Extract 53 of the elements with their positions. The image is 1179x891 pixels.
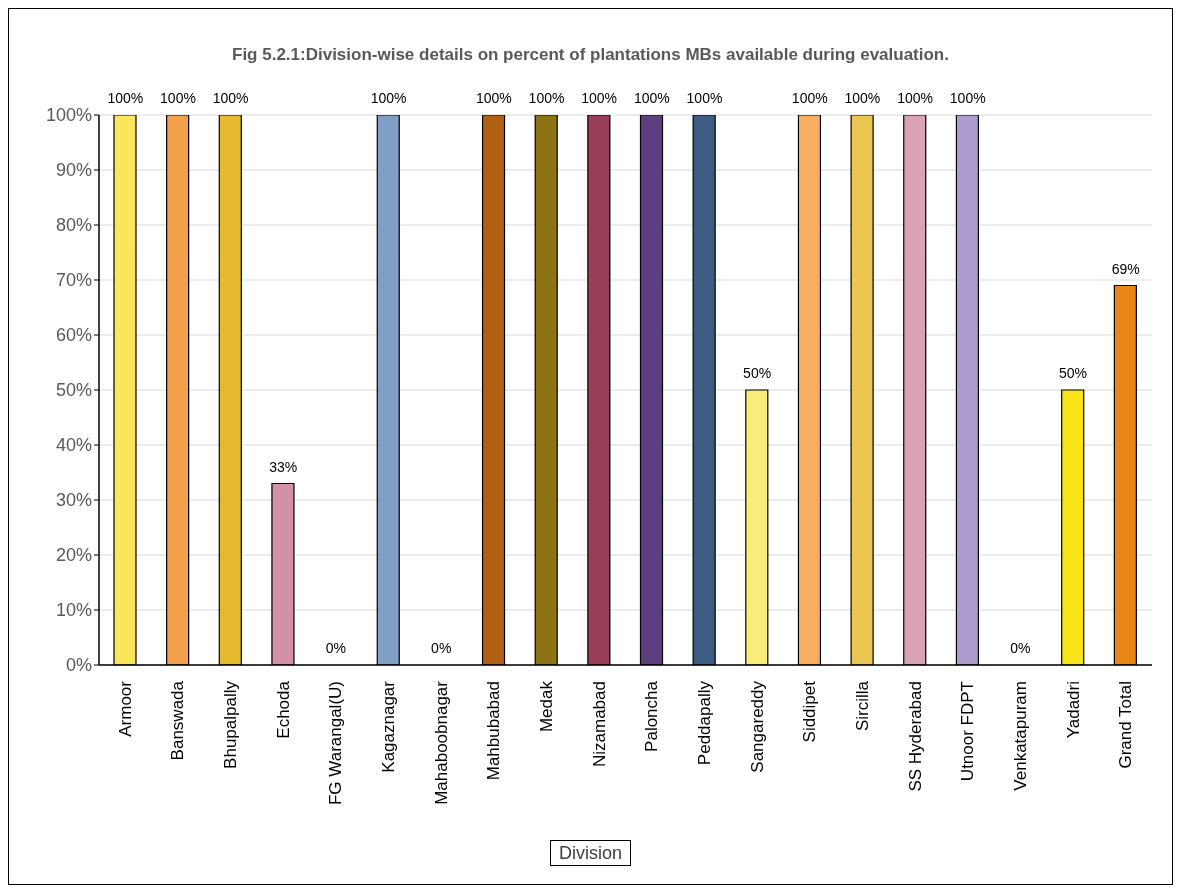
x-tick-label: Medak [537, 680, 557, 733]
x-tick-label: Mahbubabad [484, 681, 504, 781]
x-tick-label: Armoor [115, 680, 135, 737]
x-tick-label: Sircilla [852, 680, 872, 732]
y-tick-label: 70% [55, 270, 92, 291]
x-tick-label: Siddipet [800, 680, 820, 743]
data-label: 0% [1010, 640, 1031, 656]
data-label: 100% [633, 90, 670, 106]
x-tick-label: Utnoor FDPT [958, 681, 978, 782]
x-tick-label: Bhupalpally [221, 680, 241, 769]
x-axis-title: Division [549, 840, 632, 866]
data-label: 0% [325, 640, 347, 656]
x-tick-label: SS Hyderabad [905, 681, 925, 792]
y-tick-label: 30% [55, 490, 92, 511]
data-label: 100% [475, 90, 512, 106]
y-tick-label: 20% [55, 545, 92, 566]
data-label: 33% [269, 458, 298, 475]
y-tick-label: 40% [55, 435, 92, 456]
data-label: 100% [897, 90, 933, 106]
x-tick-label: Venkatapuram [1010, 681, 1030, 791]
chart-title: Fig 5.2.1:Division-wise details on percent of plantations MBs available during evaluation. [231, 45, 950, 65]
y-tick-label: 0% [65, 655, 92, 676]
data-label: 100% [949, 90, 986, 106]
x-tick-label: FG Warangal(U) [326, 681, 346, 806]
x-tick-label: Banswada [168, 680, 188, 761]
data-label: 0% [431, 640, 452, 656]
x-tick-label: Grand Total [1116, 681, 1136, 769]
x-tick-label: Sangareddy [747, 680, 767, 773]
x-tick-label: Kagaznagar [379, 680, 399, 773]
data-label: 69% [1111, 260, 1140, 277]
x-tick-label: Yadadri [1063, 681, 1083, 739]
data-label: 100% [844, 90, 881, 106]
data-label: 100% [370, 90, 407, 106]
x-tick-label: Peddapally [694, 680, 714, 766]
y-tick-label: 10% [55, 600, 92, 621]
data-label: 50% [743, 365, 772, 381]
x-tick-label: Paloncha [642, 680, 662, 752]
y-tick-label: 90% [55, 160, 92, 181]
data-label: 100% [160, 90, 196, 106]
data-label: 50% [1059, 365, 1088, 381]
y-tick-label: 100% [45, 105, 92, 126]
data-label: 100% [528, 90, 565, 106]
data-label: 100% [581, 90, 618, 106]
data-label: 100% [107, 90, 144, 106]
y-tick-label: 80% [55, 215, 92, 236]
data-label: 100% [686, 90, 723, 106]
x-tick-label: Mahaboobnagar [431, 680, 451, 805]
x-tick-label: Nizamabad [589, 681, 609, 767]
x-tick-label: Echoda [273, 680, 293, 739]
y-tick-label: 50% [55, 380, 92, 401]
data-label: 100% [791, 90, 828, 106]
y-tick-label: 60% [55, 325, 92, 346]
data-label: 100% [212, 90, 249, 106]
